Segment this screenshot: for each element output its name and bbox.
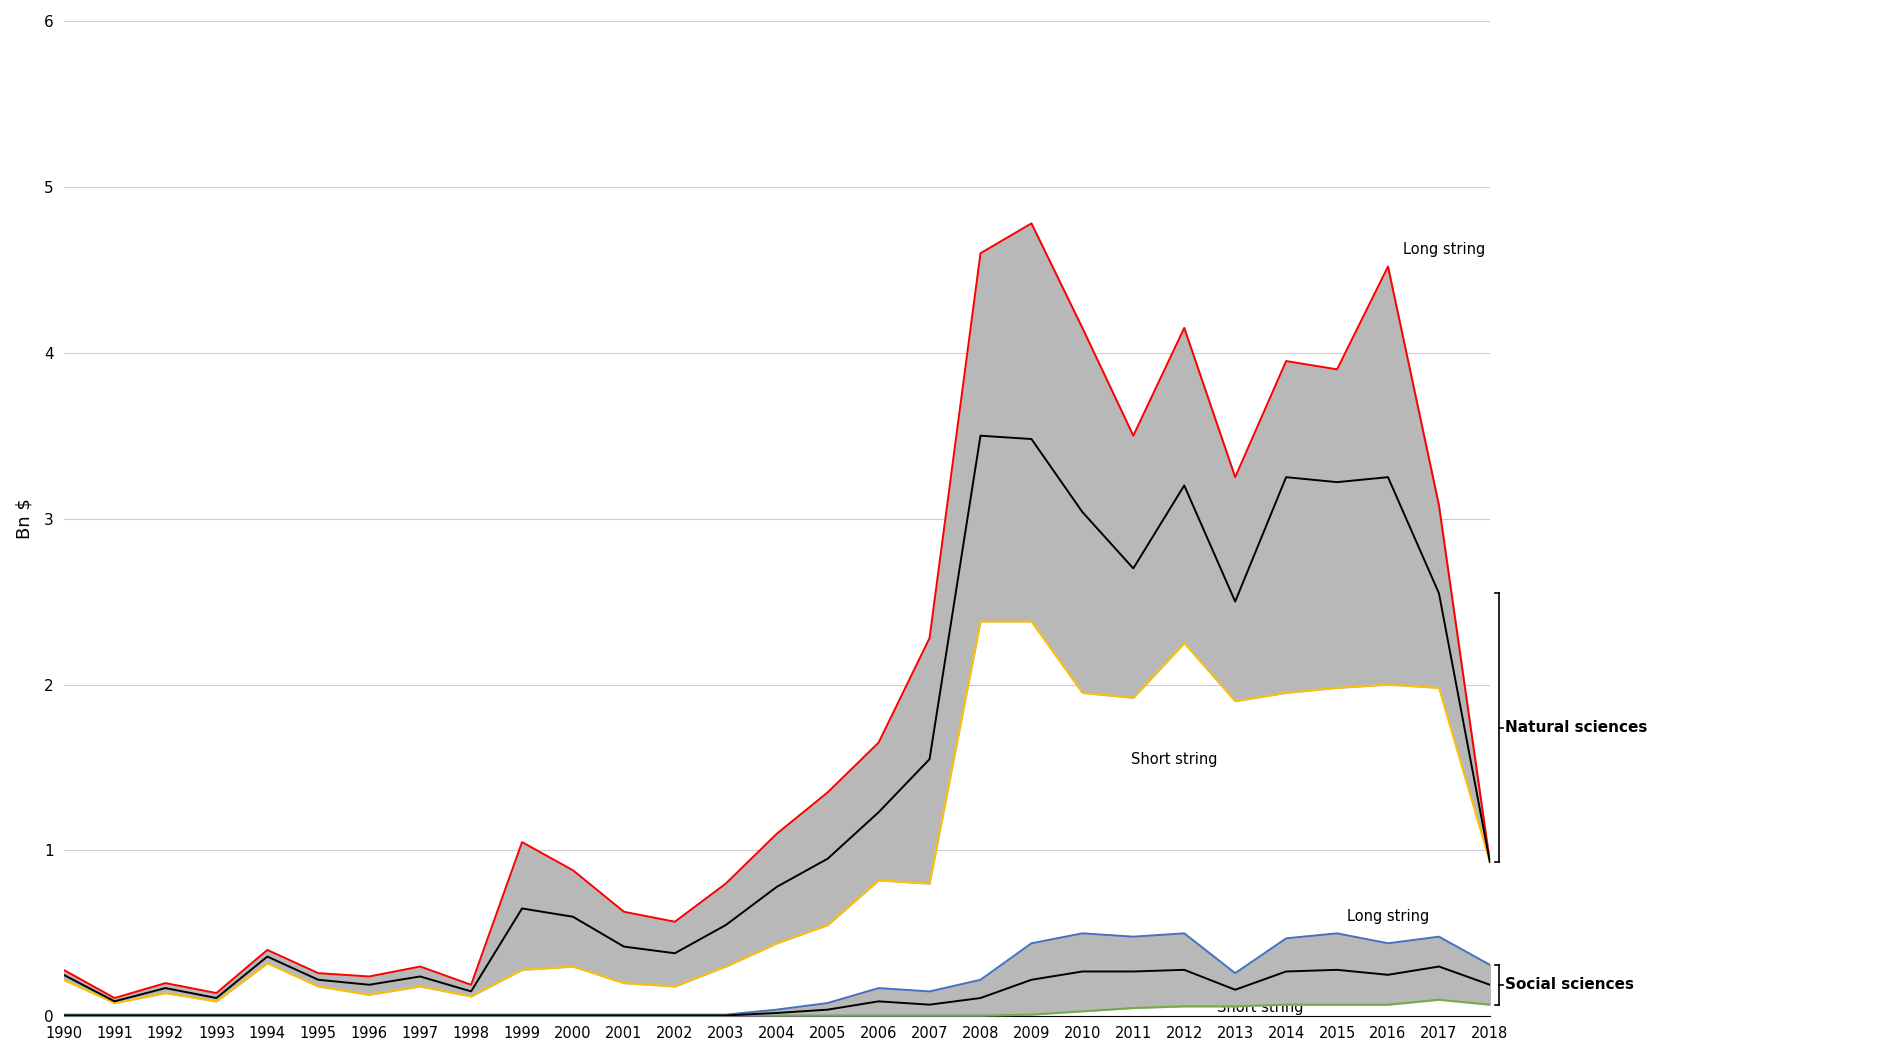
Y-axis label: Bn $: Bn $ xyxy=(15,498,32,539)
Text: Social sciences: Social sciences xyxy=(1505,977,1634,993)
Text: Long string: Long string xyxy=(1347,909,1429,924)
Text: Short string: Short string xyxy=(1218,1000,1303,1015)
Text: Short string: Short string xyxy=(1130,752,1218,767)
Text: Natural sciences: Natural sciences xyxy=(1505,720,1647,735)
Text: Long string: Long string xyxy=(1404,243,1486,258)
